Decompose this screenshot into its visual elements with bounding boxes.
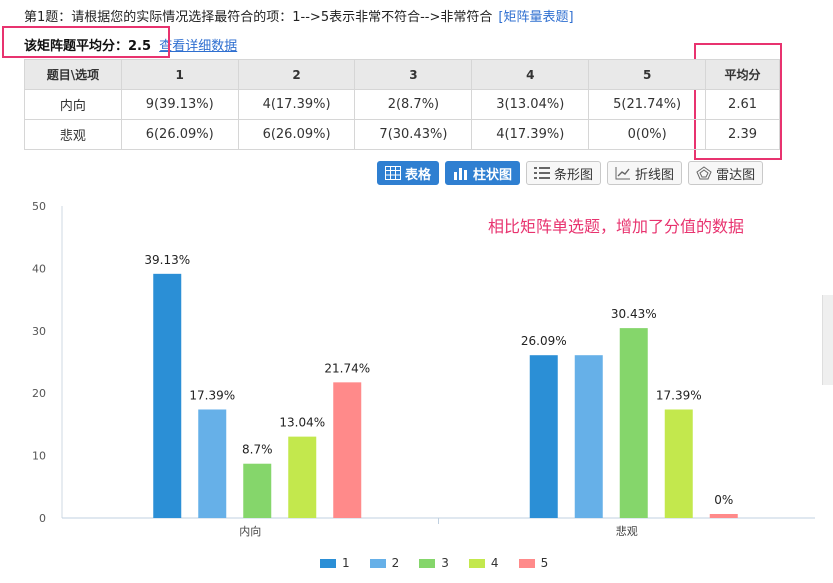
line-chart-icon — [615, 166, 631, 180]
legend-label: 2 — [391, 556, 400, 570]
legend-item-4[interactable]: 4 — [468, 556, 499, 570]
legend-label: 1 — [342, 556, 350, 570]
average-score-line: 该矩阵题平均分：2.5 查看详细数据 — [24, 35, 237, 54]
table-cell: 4(17.39%) — [471, 119, 590, 150]
bar-2-2[interactable] — [574, 355, 603, 518]
data-label: 17.39% — [656, 388, 702, 402]
radar-chart-label: 雷达图 — [716, 167, 756, 183]
table-header-cell: 2 — [237, 59, 356, 90]
table-header-cell: 平均分 — [705, 59, 780, 90]
data-label: 0% — [714, 493, 733, 507]
table-cell: 0(0%) — [588, 119, 707, 150]
table-row: 内向 9(39.13%) 4(17.39%) 2(8.7%) 3(13.04%)… — [24, 89, 780, 120]
table-cell: 2(8.7%) — [354, 89, 473, 120]
legend-swatch — [518, 558, 535, 568]
chart-type-toolbar: 表格 柱状图 条形图 折线图 雷达图 — [377, 161, 764, 185]
table-cell: 2.61 — [705, 89, 780, 120]
chart-legend: 1 2 3 4 5 — [320, 556, 548, 570]
table-cell: 2.39 — [705, 119, 780, 150]
y-tick-label: 20 — [32, 387, 46, 400]
legend-swatch — [320, 558, 336, 568]
radar-icon — [696, 166, 712, 180]
y-tick-label: 10 — [32, 450, 46, 463]
y-tick-label: 30 — [32, 325, 46, 338]
bar-3-1[interactable] — [243, 463, 272, 518]
view-details-link[interactable]: 查看详细数据 — [159, 39, 238, 54]
table-row: 悲观 6(26.09%) 6(26.09%) 7(30.43%) 4(17.39… — [24, 119, 780, 150]
legend-item-3[interactable]: 3 — [419, 556, 449, 570]
legend-item-5[interactable]: 5 — [518, 556, 549, 570]
bar-chart-button[interactable]: 柱状图 — [445, 161, 521, 185]
legend-item-2[interactable]: 2 — [369, 556, 400, 570]
x-category-label: 内向 — [239, 524, 261, 538]
data-label: 21.74% — [324, 361, 370, 375]
legend-item-1[interactable]: 1 — [320, 556, 350, 570]
data-label: 26.09% — [521, 334, 567, 348]
y-tick-label: 50 — [32, 200, 46, 213]
bar-chart: 0 10 20 30 40 50 内向 39.13% 17.39% 8.7% 13.04% 21.74… — [32, 200, 815, 538]
bar-4-2[interactable] — [664, 409, 693, 518]
y-tick-label: 40 — [32, 262, 46, 275]
legend-label: 4 — [490, 556, 499, 570]
bar-3-2[interactable] — [619, 328, 648, 518]
average-highlight-box — [2, 26, 170, 58]
question-title-text: 第1题：请根据您的实际情况选择最符合的项：1-->5表示非常不符合-->非常符合 — [24, 10, 493, 25]
bar-chart-icon — [453, 166, 469, 180]
data-label: 13.04% — [279, 416, 325, 430]
legend-swatch — [468, 558, 485, 568]
table-header-cell: 题目\选项 — [24, 59, 122, 90]
table-header-cell: 5 — [588, 59, 707, 90]
bar-1-1[interactable] — [153, 273, 182, 518]
table-header-cell: 1 — [120, 59, 239, 90]
table-cell: 9(39.13%) — [120, 89, 239, 120]
matrix-table: 题目\选项 1 2 3 4 5 平均分 内向 9(39.13%) 4(17.39… — [24, 59, 780, 150]
legend-swatch — [419, 558, 436, 568]
list-icon — [534, 166, 551, 180]
y-tick-label: 0 — [39, 512, 46, 525]
line-chart-button[interactable]: 折线图 — [607, 161, 683, 185]
table-header-cell: 3 — [354, 59, 473, 90]
question-title: 第1题：请根据您的实际情况选择最符合的项：1-->5表示非常不符合-->非常符合… — [24, 6, 574, 25]
question-type-link[interactable]: [矩阵量表题] — [498, 10, 574, 25]
data-label: 30.43% — [611, 307, 657, 321]
table-view-button[interactable]: 表格 — [377, 161, 440, 185]
bar-4-1[interactable] — [288, 436, 317, 518]
radar-chart-button[interactable]: 雷达图 — [688, 161, 764, 185]
bar-5-2[interactable] — [709, 514, 738, 518]
bar-1-2[interactable] — [529, 355, 558, 518]
legend-swatch — [369, 558, 386, 568]
line-chart-label: 折线图 — [635, 167, 675, 183]
legend-label: 3 — [441, 556, 449, 570]
annotation-text: 相比矩阵单选题，增加了分值的数据 — [488, 217, 745, 236]
table-cell: 悲观 — [24, 119, 122, 150]
x-category-label: 悲观 — [616, 524, 638, 538]
table-cell: 6(26.09%) — [120, 119, 239, 150]
table-icon — [385, 166, 401, 180]
data-label: 17.39% — [189, 388, 235, 402]
horizontal-bar-label: 条形图 — [554, 167, 594, 183]
data-label: 8.7% — [242, 443, 273, 457]
table-cell: 6(26.09%) — [237, 119, 356, 150]
table-cell: 内向 — [24, 89, 122, 120]
data-label: 39.13% — [144, 253, 190, 267]
table-header-row: 题目\选项 1 2 3 4 5 平均分 — [24, 59, 780, 90]
bar-chart-label: 柱状图 — [473, 167, 513, 183]
table-cell: 3(13.04%) — [471, 89, 590, 120]
table-view-label: 表格 — [405, 167, 432, 183]
scrollbar[interactable] — [822, 295, 833, 385]
average-value: 2.5 — [128, 39, 152, 54]
bar-5-1[interactable] — [333, 382, 362, 518]
legend-label: 5 — [540, 556, 549, 570]
table-cell: 5(21.74%) — [588, 89, 707, 120]
table-cell: 4(17.39%) — [237, 89, 356, 120]
average-label: 该矩阵题平均分： — [24, 39, 129, 54]
table-cell: 7(30.43%) — [354, 119, 473, 150]
horizontal-bar-button[interactable]: 条形图 — [526, 161, 602, 185]
table-header-cell: 4 — [471, 59, 590, 90]
bar-2-1[interactable] — [198, 409, 227, 518]
